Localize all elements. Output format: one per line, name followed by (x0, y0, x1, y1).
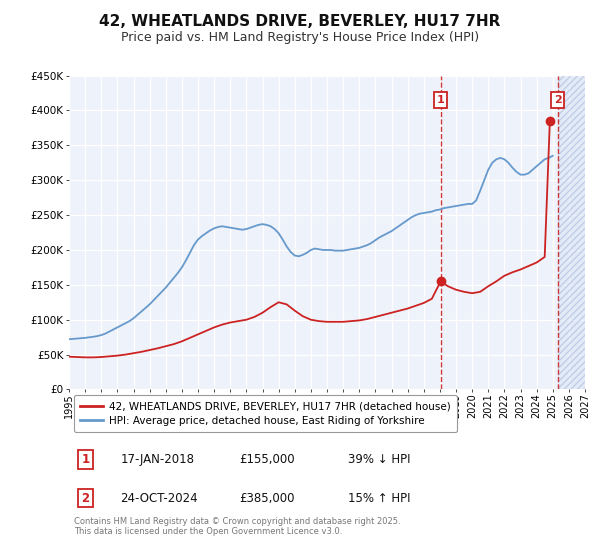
Text: 2: 2 (82, 492, 89, 505)
Text: 17-JAN-2018: 17-JAN-2018 (121, 453, 194, 466)
Text: 1: 1 (82, 453, 89, 466)
Text: 42, WHEATLANDS DRIVE, BEVERLEY, HU17 7HR: 42, WHEATLANDS DRIVE, BEVERLEY, HU17 7HR (100, 14, 500, 29)
Text: 15% ↑ HPI: 15% ↑ HPI (347, 492, 410, 505)
Text: Contains HM Land Registry data © Crown copyright and database right 2025.
This d: Contains HM Land Registry data © Crown c… (74, 517, 401, 536)
Legend: 42, WHEATLANDS DRIVE, BEVERLEY, HU17 7HR (detached house), HPI: Average price, d: 42, WHEATLANDS DRIVE, BEVERLEY, HU17 7HR… (74, 395, 457, 432)
Text: 2: 2 (554, 95, 562, 105)
Text: 24-OCT-2024: 24-OCT-2024 (121, 492, 198, 505)
Text: 1: 1 (437, 95, 445, 105)
Text: 39% ↓ HPI: 39% ↓ HPI (347, 453, 410, 466)
Text: £385,000: £385,000 (239, 492, 295, 505)
Text: £155,000: £155,000 (239, 453, 295, 466)
Bar (557, 76, 585, 389)
Text: Price paid vs. HM Land Registry's House Price Index (HPI): Price paid vs. HM Land Registry's House … (121, 31, 479, 44)
